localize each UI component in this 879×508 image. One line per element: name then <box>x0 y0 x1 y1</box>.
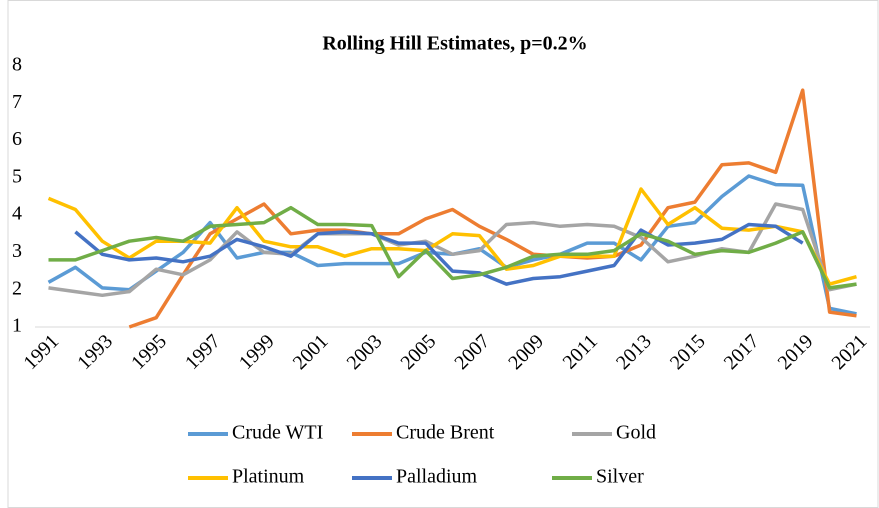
y-tick-label: 6 <box>12 128 22 150</box>
y-tick-label: 5 <box>12 165 22 187</box>
y-tick-label: 4 <box>12 203 22 225</box>
legend-label: Gold <box>616 422 656 444</box>
y-tick-label: 2 <box>12 277 22 299</box>
chart-title: Rolling Hill Estimates, p=0.2% <box>322 33 587 55</box>
series-line <box>48 205 857 290</box>
series-line <box>48 202 857 298</box>
series-line <box>128 88 857 329</box>
legend-label: Crude WTI <box>232 422 323 444</box>
y-tick-label: 7 <box>12 91 22 113</box>
y-tick-label: 3 <box>12 240 22 262</box>
y-tick-label: 8 <box>12 54 22 76</box>
y-tick-label: 1 <box>12 315 22 337</box>
legend-label: Palladium <box>396 466 478 488</box>
legend-label: Platinum <box>232 466 305 488</box>
legend-label: Crude Brent <box>396 422 495 444</box>
legend-label: Silver <box>596 466 644 488</box>
series-line <box>74 222 804 286</box>
